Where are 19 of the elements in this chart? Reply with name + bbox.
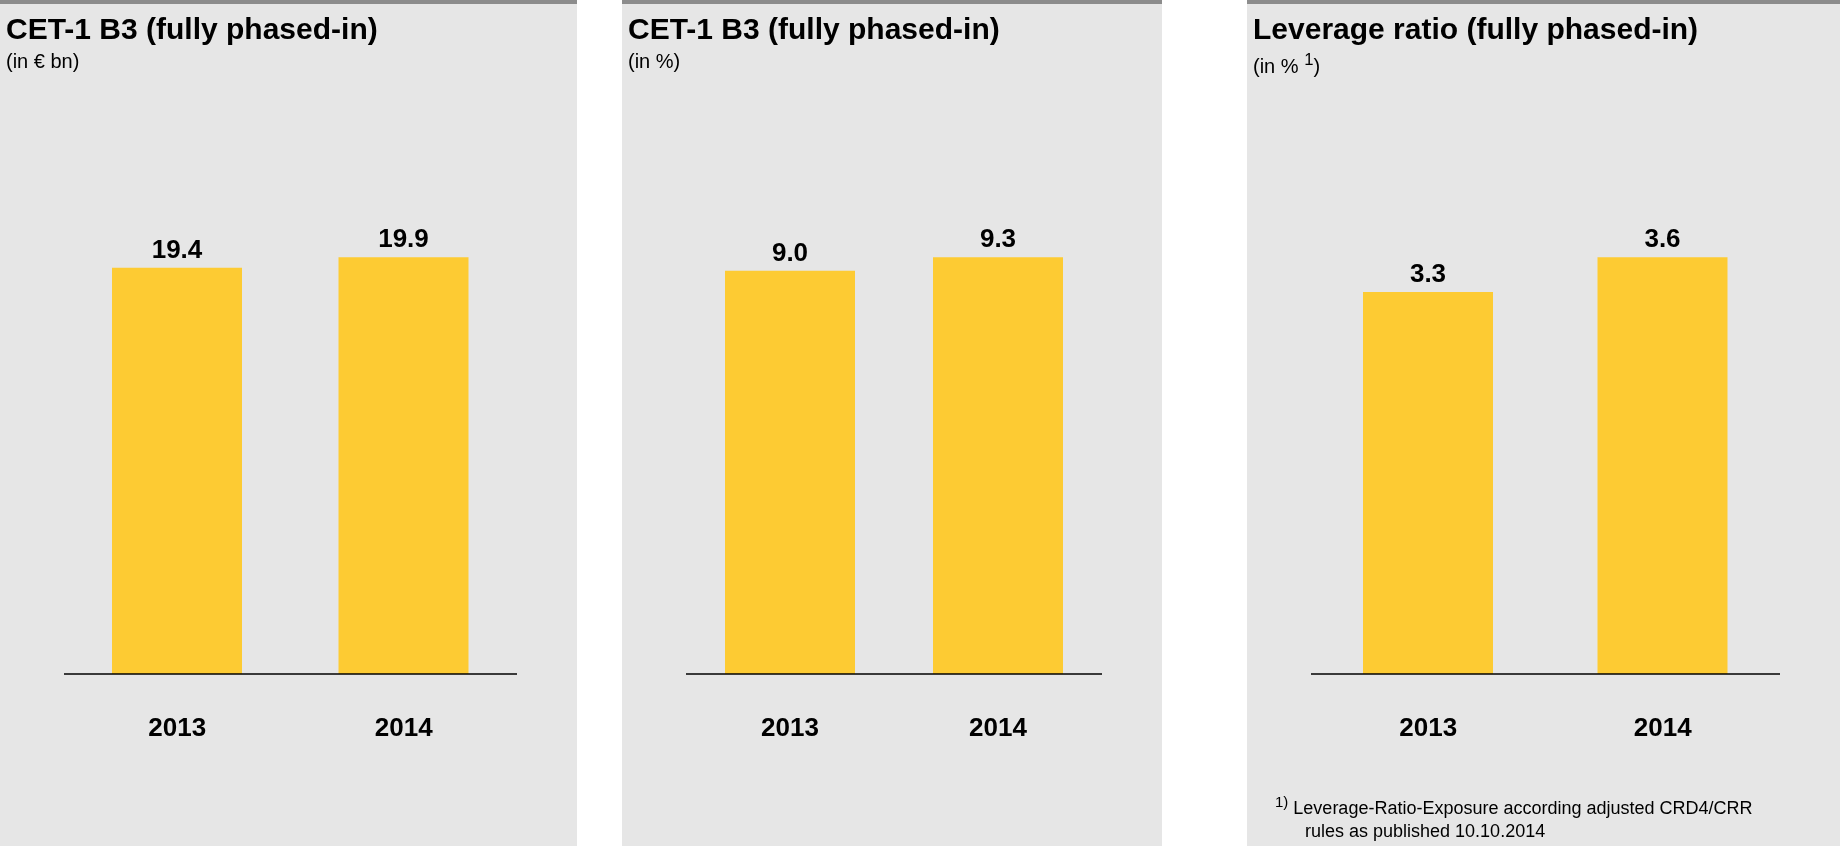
x-tick-label: 2013 — [761, 712, 819, 743]
chart-title: CET-1 B3 (fully phased-in) — [628, 12, 1000, 46]
x-tick-label: 2013 — [148, 712, 207, 743]
data-label: 9.3 — [979, 223, 1017, 254]
x-tick-label: 2013 — [1399, 712, 1458, 743]
data-label: 3.3 — [1409, 258, 1447, 289]
data-label: 19.4 — [151, 233, 203, 264]
x-tick-label: 2014 — [1633, 712, 1693, 743]
data-label: 9.0 — [771, 236, 809, 267]
chart-subtitle: (in %) — [628, 50, 681, 73]
data-label: 3.6 — [1644, 223, 1681, 254]
data-label: 19.9 — [378, 223, 429, 254]
chart-subtitle: (in € bn) — [6, 50, 80, 73]
x-tick-label: 2014 — [969, 712, 1028, 743]
chart-subtitle: (in % $^{1}$) — [1253, 50, 1321, 78]
x-tick-label: 2014 — [374, 712, 434, 743]
chart-title: CET-1 B3 (fully phased-in) — [6, 12, 378, 46]
text: $^{1)}$ Leverage-Ratio-Exposure according adjusted CRD4/CRR rules as published 10.10.2014 — [1275, 792, 1754, 843]
chart-title: Leverage ratio (fully phased-in) — [1253, 12, 1699, 46]
